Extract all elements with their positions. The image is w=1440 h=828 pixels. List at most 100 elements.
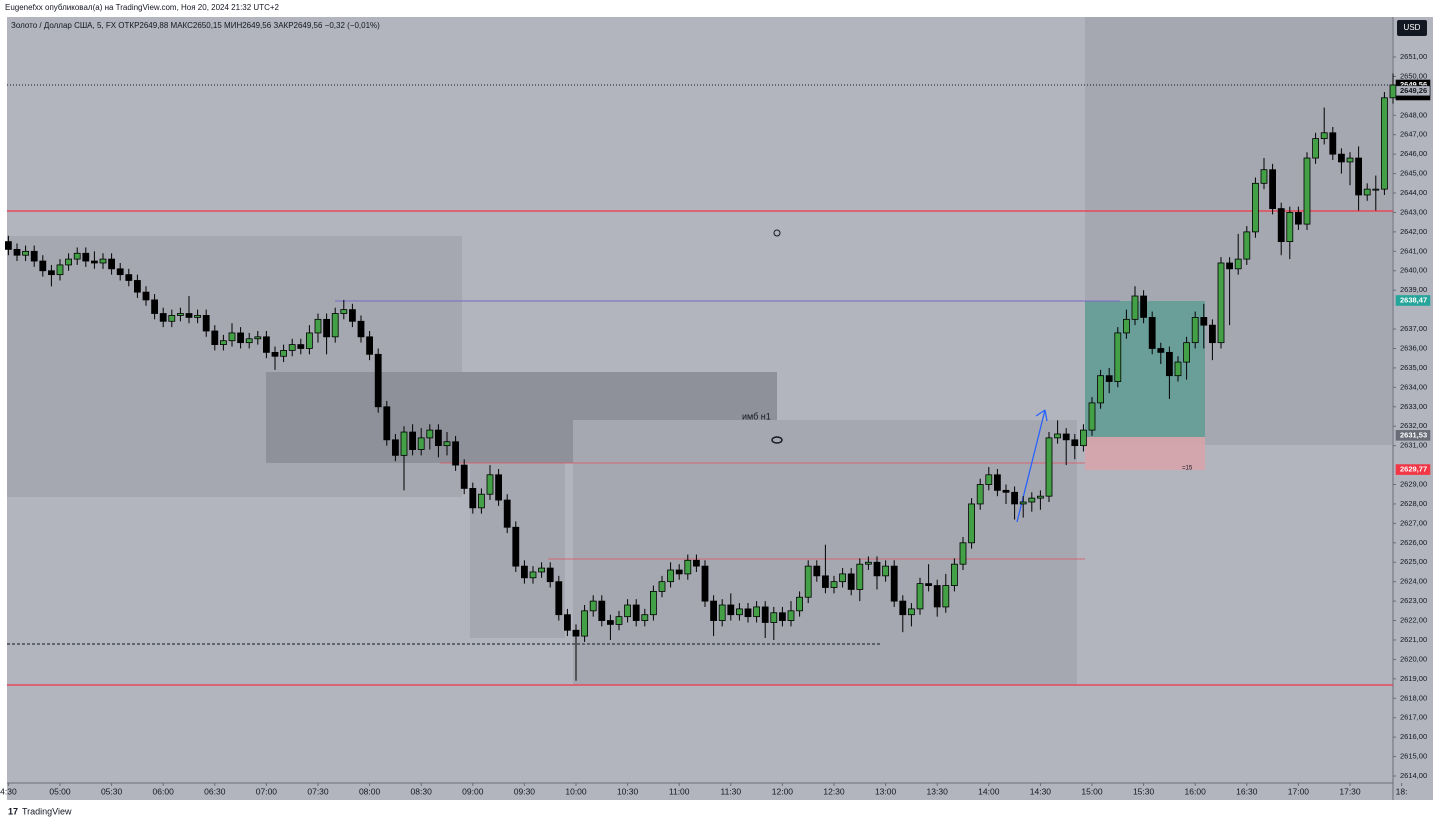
candle-body: [30, 250, 38, 262]
candle-body: [684, 559, 692, 575]
candle-body: [959, 542, 967, 565]
y-tick-label: 2621,00: [1400, 635, 1427, 644]
x-tick-label: 05:00: [49, 786, 71, 796]
candle-body: [237, 332, 245, 344]
candle-body: [529, 571, 537, 579]
price-label-box: [1395, 464, 1431, 475]
candle-body: [348, 309, 356, 322]
candle-body: [830, 581, 838, 588]
candle-body: [951, 563, 958, 586]
candle-body: [1045, 437, 1053, 497]
candle-body: [624, 604, 631, 618]
candle-body: [925, 583, 932, 586]
candle-body: [262, 336, 270, 353]
candle-body: [1303, 157, 1311, 225]
y-tick-label: 2629,00: [1400, 479, 1427, 488]
y-tick-label: 2625,00: [1400, 557, 1427, 566]
candle-body: [1011, 491, 1018, 505]
y-tick-label: 2619,00: [1400, 674, 1427, 683]
candle-body: [779, 612, 786, 621]
y-tick-label: 2648,00: [1400, 110, 1427, 119]
candle-body: [1071, 439, 1079, 447]
candle-body: [219, 340, 227, 345]
x-tick-label: 17:30: [1339, 786, 1361, 796]
y-tick-label: 2616,00: [1400, 732, 1427, 741]
candle-body: [39, 260, 47, 272]
candle-body: [142, 291, 150, 301]
candle-body: [460, 464, 468, 489]
candle-body: [1174, 361, 1182, 377]
x-tick-label: 10:00: [565, 786, 587, 796]
y-tick-label: 2633,00: [1400, 402, 1427, 411]
x-tick-label: 15:00: [1081, 786, 1103, 796]
candle-body: [512, 526, 520, 567]
y-tick-label: 2644,00: [1400, 188, 1427, 197]
price-label: 2629,77: [1400, 465, 1427, 474]
price-label-box: [1395, 85, 1431, 97]
candle-body: [194, 315, 202, 318]
x-tick-label: 08:30: [411, 786, 433, 796]
candle-body: [503, 499, 511, 528]
candle-body: [813, 565, 821, 577]
candle-body: [1183, 342, 1190, 363]
x-tick-label: 09:30: [514, 786, 536, 796]
y-tick-label: 2615,00: [1400, 752, 1427, 761]
candle-body: [99, 258, 107, 264]
candle-body: [400, 431, 408, 456]
candle-body: [521, 565, 528, 579]
candle-body: [753, 606, 760, 618]
y-tick-label: 2651,00: [1400, 52, 1427, 61]
candle-body: [1355, 157, 1362, 196]
candle-body: [486, 474, 494, 495]
candle-body: [133, 280, 141, 293]
candle-body: [366, 336, 374, 355]
candle-body: [1037, 495, 1044, 499]
candle-body: [856, 563, 864, 590]
candle-body: [882, 565, 889, 577]
candle-body: [297, 344, 305, 349]
candle-body: [1088, 402, 1096, 431]
y-tick-label: 2650,00: [1400, 71, 1427, 80]
x-tick-label: 05:30: [101, 786, 123, 796]
candle-body: [48, 270, 55, 276]
x-tick-label: 08:00: [359, 786, 381, 796]
price-label-box: [1395, 295, 1431, 306]
candle-body: [839, 573, 846, 583]
candle-body: [1312, 138, 1319, 159]
x-tick-label: 17:00: [1288, 786, 1310, 796]
x-tick-label: 13:30: [927, 786, 949, 796]
candle-body: [409, 431, 417, 450]
candle-body: [1019, 501, 1027, 505]
candle-body: [477, 493, 485, 509]
y-tick-label: 2628,00: [1400, 499, 1427, 508]
candle-body: [1217, 262, 1225, 344]
x-tick-label: 07:00: [256, 786, 278, 796]
candle-body: [598, 600, 606, 621]
x-tick-label: 16:30: [1236, 786, 1258, 796]
candle-body: [1157, 348, 1165, 353]
time-axis: [7, 783, 1393, 800]
candle-body: [847, 573, 855, 590]
x-tick-label: 15:30: [1133, 786, 1155, 796]
profit-zone: [1085, 301, 1205, 437]
candle-body: [1140, 295, 1147, 318]
candle-body: [804, 565, 812, 598]
candle-body: [761, 606, 769, 623]
candle-body: [718, 604, 726, 621]
candle-body: [1295, 212, 1302, 225]
candle-body: [589, 600, 597, 612]
candle-body: [822, 575, 829, 588]
candle-body: [22, 250, 30, 256]
y-tick-label: 2641,00: [1400, 246, 1427, 255]
x-tick-label: 10:30: [617, 786, 639, 796]
candle-body: [581, 610, 588, 637]
candle-body: [228, 332, 236, 342]
candle-body: [1148, 316, 1156, 349]
candle-body: [908, 608, 915, 616]
candle-body: [56, 264, 64, 276]
x-tick-label: 11:30: [720, 786, 741, 796]
candle-body: [710, 600, 717, 621]
candle-body: [391, 439, 399, 456]
